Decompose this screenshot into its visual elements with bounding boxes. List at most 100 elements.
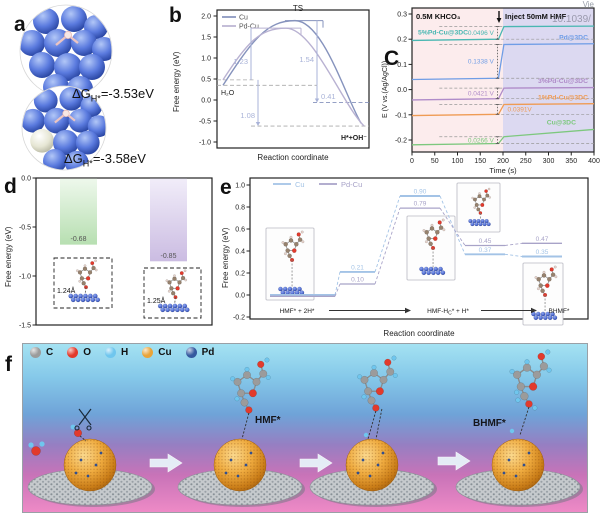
svg-text:0: 0 (410, 158, 414, 165)
svg-text:-0.1: -0.1 (395, 112, 407, 119)
value-Pd-Cu-4: 0.47 (536, 236, 549, 243)
intermediate-inset (406, 215, 456, 281)
atom-dot-h (105, 347, 117, 358)
atom-dot-c (30, 347, 41, 358)
reaction-energy-pdcu: 1.08 (240, 111, 255, 120)
svg-text:-0.2: -0.2 (233, 315, 245, 322)
inject-label: Inject 50mM HMF (505, 12, 567, 21)
panel-d-ylabel: Free energy (eV) (4, 226, 13, 287)
svg-text:350: 350 (565, 158, 577, 165)
series-label-2: 3%Pd-Cu@3DC (538, 78, 588, 85)
bar-value-0: -0.68 (71, 236, 87, 243)
legend-item-c: C (30, 347, 53, 358)
panel-c-letter: C (384, 47, 400, 70)
panel-b-frame (216, 9, 370, 149)
svg-text:0.6: 0.6 (235, 227, 245, 234)
panel-c-chart: 0.3 0.2 0.1 0.0 -0.1 -0.2 0 50 100 150 200 250 300 35… (382, 0, 600, 175)
electrolyte-label: 0.5M KHCO₃ (416, 12, 461, 21)
intermediate-inset (456, 182, 501, 233)
panel-e-xlabel: Reaction coordinate (383, 329, 455, 338)
watermark-corner: Vie (583, 0, 595, 9)
state-label-0: HMF* + 2H* (280, 308, 315, 315)
svg-text:2.0: 2.0 (201, 14, 211, 21)
watermark-doi: 10.1039/ (552, 14, 591, 25)
ocp-series-3 (411, 103, 595, 117)
series-label-1: Pd@3DC (559, 34, 588, 41)
panel-b-chart: 2.0 1.5 1.0 0.5 0.0 -0.5 -1.0 Free energy (eV) R… (172, 4, 370, 162)
dg-h-bottom-annotation: ΔGH*=-3.58eV (64, 151, 146, 169)
ocp-series-0 (411, 25, 595, 42)
legend-item-o: O (67, 347, 91, 358)
svg-text:0.5: 0.5 (201, 77, 211, 84)
step-arrow-icon (437, 451, 471, 471)
state-label-1: HMF-HC* + H* (427, 308, 469, 317)
cu-curve (222, 19, 362, 124)
dg-h-top-annotation: ΔGH*=-3.53eV (72, 86, 154, 104)
atom-label-cu: Cu (158, 347, 172, 358)
panel-d-frame (35, 177, 213, 326)
delta-label-2: 0.0421 V (468, 91, 495, 98)
h2o-label: H₂O (221, 90, 235, 97)
svg-text:250: 250 (520, 158, 532, 165)
bar-value-1: -0.85 (161, 253, 177, 260)
panel-a-structures (19, 4, 113, 171)
svg-text:150: 150 (474, 158, 486, 165)
hmf-label: HMF* (255, 415, 281, 426)
svg-text:0.4: 0.4 (235, 249, 245, 256)
svg-text:-0.2: -0.2 (395, 138, 407, 145)
atom-label-pd: Pd (201, 347, 215, 358)
svg-text:0.0: 0.0 (201, 98, 211, 105)
product-label: H*+OH⁻ (341, 135, 367, 142)
barrier-cu: 1.54 (299, 55, 314, 64)
panel-c-xlabel: Time (s) (489, 166, 517, 175)
panel-f-atom-legend: C O H Cu Pd (30, 347, 214, 358)
svg-text:0.0: 0.0 (21, 176, 31, 183)
svg-text:300: 300 (543, 158, 555, 165)
svg-text:50: 50 (431, 158, 439, 165)
svg-text:1.0: 1.0 (235, 183, 245, 190)
svg-text:0.2: 0.2 (235, 271, 245, 278)
legend-Pd-Cu: Pd-Cu (239, 24, 259, 31)
value-Pd-Cu-1: 0.10 (351, 277, 364, 284)
state-label-2: BHMF* (549, 308, 570, 315)
atom-dot-o (67, 347, 79, 358)
value-Pd-Cu-3: 0.45 (479, 238, 492, 245)
svg-text:0.2: 0.2 (397, 37, 407, 44)
svg-text:1.0: 1.0 (201, 56, 211, 63)
svg-text:-0.5: -0.5 (199, 119, 211, 126)
series-label-3: 1%Pd-Cu@3DC (538, 94, 588, 101)
value-Cu-2: 0.90 (414, 189, 427, 196)
value-Cu-3: 0.37 (479, 247, 492, 254)
legend-cu: Cu (295, 180, 305, 189)
ts-label: TS (293, 4, 303, 13)
panel-c-ylabel: E (V vs.(Ag/AgCl)) (382, 61, 389, 118)
panel-a-letter: a (14, 13, 26, 36)
panel-b-letter: b (169, 4, 182, 27)
step-arrow-icon (299, 453, 333, 473)
panel-e-chart: 1.0 0.8 0.6 0.4 0.2 0.0 -0.2 Free energy (eV) Re… (221, 177, 589, 338)
legend-item-cu: Cu (142, 347, 172, 358)
atom-dot-pd (185, 347, 197, 358)
svg-text:0.8: 0.8 (235, 205, 245, 212)
panel-e-frame (249, 177, 589, 320)
inject-arrow-icon (496, 18, 502, 23)
ocp-series-2 (411, 86, 595, 101)
delta-label-3: 0.0391V (508, 107, 533, 114)
svg-text:100: 100 (452, 158, 464, 165)
ocp-series-1 (411, 43, 595, 81)
legend-pdcu: Pd-Cu (341, 180, 362, 189)
panel-d-letter: d (4, 175, 17, 198)
series-label-4: Cu@3DC (547, 119, 576, 126)
svg-text:-1.0: -1.0 (19, 274, 31, 281)
panel-d-chart: 0.0 -0.5 -1.0 -1.5 Free energy (eV) -0.68 -0.8… (4, 176, 213, 330)
atom-label-o: O (83, 347, 92, 358)
svg-text:400: 400 (588, 158, 600, 165)
delta-label-1: 0.1338 V (468, 59, 495, 66)
svg-text:-0.5: -0.5 (19, 225, 31, 232)
delta-label-4: 0.0266 V (468, 137, 495, 144)
panel-b-ylabel: Free energy (eV) (172, 51, 181, 112)
svg-text:0.0: 0.0 (397, 87, 407, 94)
legend-item-h: H (105, 347, 128, 358)
svg-text:-1.0: -1.0 (199, 140, 211, 147)
